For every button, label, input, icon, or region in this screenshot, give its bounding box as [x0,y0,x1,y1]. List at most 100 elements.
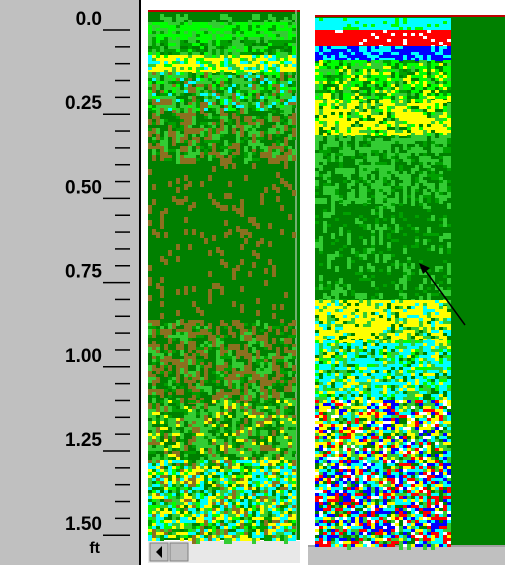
texture-cell [268,67,272,70]
texture-cell [164,520,168,523]
texture-cell [260,96,264,99]
texture-cell [180,93,184,96]
texture-cell [423,203,427,209]
texture-cell [160,517,164,520]
texture-cell [248,78,252,81]
texture-cell [232,356,236,362]
texture-cell [280,102,284,105]
texture-cell [335,112,339,115]
texture-cell [272,152,276,158]
texture-cell [188,359,192,365]
texture-cell [256,99,260,102]
texture-cell [431,42,435,45]
texture-cell [327,100,331,103]
texture-cell [335,36,339,39]
texture-cell [427,69,431,72]
texture-cell [168,81,172,84]
texture-cell [252,508,256,511]
texture-cell [375,186,379,192]
texture-cell [367,36,371,39]
texture-cell [375,96,379,99]
texture-cell [256,535,260,538]
texture-cell [387,103,391,106]
texture-cell [236,481,240,484]
texture-cell [315,39,319,42]
texture-cell [288,439,292,442]
texture-cell [347,27,351,30]
texture-cell [447,121,451,124]
texture-cell [224,99,228,102]
texture-cell [252,526,256,529]
texture-cell [343,75,347,78]
texture-cell [248,64,252,67]
texture-cell [276,347,280,353]
texture-cell [232,320,236,326]
texture-cell [371,52,375,55]
texture-cell [379,168,383,174]
texture-cell [212,505,216,508]
texture-cell [168,478,172,481]
texture-cell [268,451,272,457]
texture-cell [200,122,204,125]
texture-cell [335,55,339,58]
texture-cell [288,31,292,34]
texture-cell [327,55,331,58]
texture-cell [200,484,204,487]
texture-cell [172,520,176,523]
texture-cell [248,523,252,526]
texture-cell [160,493,164,496]
texture-cell [268,532,272,535]
texture-cell [240,140,244,143]
texture-cell [284,427,288,433]
texture-cell [192,229,196,235]
texture-cell [248,457,252,460]
texture-cell [423,153,427,156]
texture-cell [343,103,347,109]
texture-cell [343,171,347,177]
texture-cell [220,81,224,87]
texture-cell [180,319,184,325]
texture-cell [256,517,260,520]
texture-cell [391,100,395,103]
texture-cell [232,374,236,380]
texture-cell [184,409,188,412]
texture-cell [148,508,152,511]
texture-cell [439,33,443,36]
texture-cell [351,42,355,45]
texture-cell [391,18,395,21]
texture-cell [156,421,160,424]
texture-cell [248,415,252,418]
texture-cell [240,481,244,484]
texture-cell [435,33,439,36]
texture-cell [200,469,204,472]
texture-cell [403,78,407,81]
texture-cell [236,520,240,523]
texture-cell [367,84,371,87]
texture-cell [447,168,451,171]
texture-cell [228,374,232,380]
texture-cell [407,180,411,186]
texture-cell [276,359,280,362]
texture-cell [375,162,379,165]
texture-cell [351,121,355,124]
texture-cell [331,46,335,49]
texture-cell [220,160,224,166]
texture-cell [248,232,252,238]
texture-cell [152,403,156,406]
texture-cell [188,25,192,28]
texture-cell [264,466,268,469]
texture-cell [208,25,212,28]
texture-cell [427,42,431,45]
texture-cell [232,46,236,49]
texture-cell [292,490,296,493]
scroll-thumb[interactable] [170,543,188,561]
texture-cell [387,18,391,21]
texture-cell [379,206,383,212]
texture-cell [204,380,208,383]
texture-cell [284,25,288,28]
texture-cell [331,192,335,198]
texture-cell [236,469,240,472]
texture-cell [240,28,244,31]
texture-cell [288,409,292,412]
texture-cell [200,475,204,478]
